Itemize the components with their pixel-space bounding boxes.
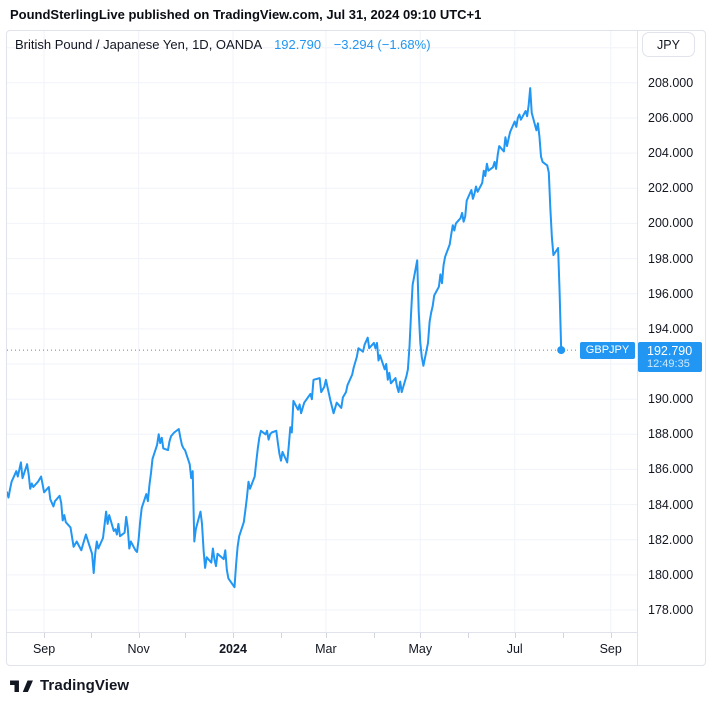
time-axis-label: 2024 (219, 642, 247, 656)
price-line-chart (7, 31, 637, 632)
currency-unit-button[interactable]: JPY (642, 32, 695, 57)
quote-change: −3.294 (−1.68%) (333, 37, 431, 52)
time-axis-tick (44, 633, 46, 638)
attribution-header: PoundSterlingLive published on TradingVi… (10, 7, 482, 22)
chart-plot-area[interactable]: GBPJPY (7, 31, 637, 632)
symbol-title[interactable]: British Pound / Japanese Yen, 1D, OANDA (15, 37, 262, 52)
price-axis-label: 206.000 (648, 110, 694, 125)
time-axis-tick (185, 633, 186, 638)
time-axis-label: Mar (315, 642, 337, 656)
chart-widget: GBPJPY British Pound / Japanese Yen, 1D,… (6, 30, 706, 666)
time-axis-tick (514, 633, 516, 638)
price-axis-label: 178.000 (648, 603, 694, 618)
time-axis-label: May (408, 642, 433, 656)
price-axis-label: 186.000 (648, 462, 694, 477)
tradingview-wordmark[interactable]: TradingView (40, 676, 130, 694)
time-axis-tick (138, 633, 140, 638)
time-axis-tick (373, 633, 375, 638)
time-axis-tick (325, 633, 327, 638)
price-axis-label: 180.000 (648, 567, 694, 582)
price-axis-label: 198.000 (648, 251, 694, 266)
price-axis-label: 188.000 (648, 427, 694, 442)
price-axis-label: 208.000 (648, 75, 694, 90)
time-axis-label: Nov (127, 642, 150, 656)
last-price-symbol-tag: GBPJPY (580, 341, 635, 359)
time-axis-tick (420, 633, 422, 638)
last-price-axis-tag: 192.790 12:49:35 (638, 342, 702, 373)
last-price-value: 192.790 (647, 344, 693, 359)
time-axis-label: Jul (506, 642, 523, 656)
time-axis-tick (468, 633, 470, 638)
price-axis-label: 196.000 (648, 286, 694, 301)
time-axis-tick (281, 633, 282, 638)
price-axis-label: 204.000 (648, 146, 694, 161)
price-axis-label: 194.000 (648, 321, 694, 336)
price-axis[interactable]: 192.790 12:49:35 208.000 206.000 204.000 20… (637, 31, 706, 665)
price-axis-label: 184.000 (648, 497, 694, 512)
price-axis-label: 200.000 (648, 216, 694, 231)
time-axis-tick (562, 633, 564, 638)
time-axis[interactable]: Sep Nov 2024 Mar May Jul Sep (7, 632, 637, 666)
price-axis-label: 190.000 (648, 392, 694, 407)
price-axis-label: 202.000 (648, 181, 694, 196)
price-axis-label: 182.000 (648, 532, 694, 547)
time-axis-tick (610, 633, 612, 638)
time-axis-label: Sep (599, 642, 622, 656)
footer-branding: TradingView (10, 674, 129, 696)
time-axis-label: Sep (32, 642, 56, 656)
bar-close-countdown: 12:49:35 (647, 358, 690, 371)
time-axis-tick (233, 633, 234, 638)
time-axis-tick (90, 633, 92, 638)
tradingview-logo-icon[interactable] (10, 678, 33, 692)
quote-last-price: 192.790 (274, 37, 322, 52)
chart-legend: British Pound / Japanese Yen, 1D, OANDA … (15, 37, 431, 52)
